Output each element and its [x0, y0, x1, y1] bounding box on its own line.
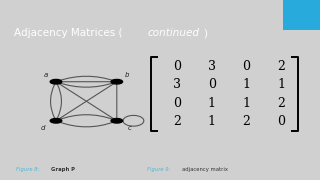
Text: 1: 1 [208, 97, 216, 110]
Text: c: c [128, 125, 132, 131]
Text: Figure 8:: Figure 8: [16, 167, 39, 172]
Text: a: a [43, 72, 48, 78]
Text: 1: 1 [277, 78, 285, 91]
Text: 0: 0 [277, 115, 285, 128]
Text: 0: 0 [173, 60, 181, 73]
Text: 0: 0 [208, 78, 216, 91]
Text: 2: 2 [243, 115, 250, 128]
Text: 3: 3 [173, 78, 181, 91]
Text: Adjacency Matrices (: Adjacency Matrices ( [14, 28, 123, 39]
Text: b: b [125, 72, 130, 78]
Text: 1: 1 [243, 78, 251, 91]
Text: Graph P: Graph P [51, 167, 75, 172]
Text: 2: 2 [277, 60, 285, 73]
Text: 0: 0 [173, 97, 181, 110]
Text: 1: 1 [208, 115, 216, 128]
Text: continued: continued [147, 28, 199, 39]
Text: 1: 1 [243, 97, 251, 110]
Text: 0: 0 [243, 60, 251, 73]
Text: 2: 2 [173, 115, 181, 128]
Text: 3: 3 [208, 60, 216, 73]
Text: Figure 9:: Figure 9: [147, 167, 171, 172]
Circle shape [50, 79, 62, 84]
FancyBboxPatch shape [283, 0, 320, 30]
Circle shape [111, 79, 123, 84]
Circle shape [111, 118, 123, 123]
Circle shape [50, 118, 62, 123]
Text: ): ) [203, 28, 207, 39]
Text: 2: 2 [277, 97, 285, 110]
Text: adjacency matrix: adjacency matrix [182, 167, 228, 172]
Text: d: d [41, 125, 45, 131]
